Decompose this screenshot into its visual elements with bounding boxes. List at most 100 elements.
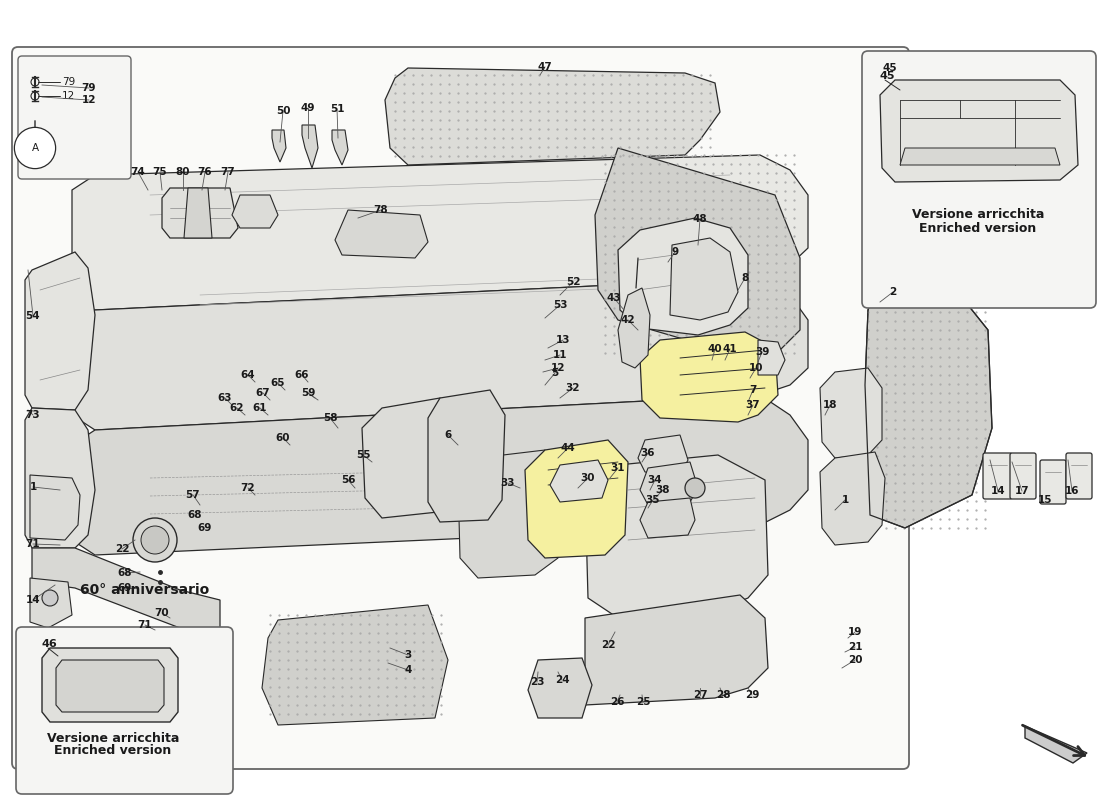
Text: 63: 63: [218, 393, 232, 403]
Text: 33: 33: [500, 478, 515, 488]
Text: 20: 20: [848, 655, 862, 665]
Text: 25: 25: [636, 697, 650, 707]
FancyBboxPatch shape: [983, 453, 1012, 499]
Polygon shape: [550, 460, 608, 502]
Polygon shape: [900, 148, 1060, 165]
Text: Versione arricchita: Versione arricchita: [912, 209, 1044, 222]
Text: 46: 46: [42, 639, 57, 649]
Text: 21: 21: [848, 642, 862, 652]
Text: 40: 40: [707, 344, 723, 354]
Text: 8: 8: [741, 273, 749, 283]
Text: 50: 50: [276, 106, 290, 116]
Text: 19: 19: [848, 627, 862, 637]
Text: 53: 53: [552, 300, 568, 310]
Text: 27: 27: [693, 690, 707, 700]
Circle shape: [42, 590, 58, 606]
Text: 41: 41: [723, 344, 737, 354]
Text: 5: 5: [551, 368, 559, 378]
Polygon shape: [25, 252, 95, 410]
Text: 64: 64: [241, 370, 255, 380]
Circle shape: [133, 518, 177, 562]
Text: 72: 72: [241, 483, 255, 493]
Text: 65: 65: [271, 378, 285, 388]
Text: 4: 4: [405, 665, 411, 675]
Text: 35: 35: [646, 495, 660, 505]
Polygon shape: [72, 278, 808, 430]
Text: 2: 2: [890, 287, 896, 297]
Text: 34: 34: [648, 475, 662, 485]
Polygon shape: [302, 125, 318, 168]
Text: 14: 14: [991, 486, 1005, 496]
Text: a passion for...: a passion for...: [233, 467, 626, 513]
Text: 11: 11: [552, 350, 568, 360]
FancyBboxPatch shape: [1010, 453, 1036, 499]
Text: 3: 3: [405, 650, 411, 660]
Polygon shape: [528, 658, 592, 718]
Text: 45: 45: [882, 63, 898, 73]
Text: 60: 60: [276, 433, 290, 443]
Polygon shape: [1025, 726, 1087, 763]
Polygon shape: [428, 390, 505, 522]
Polygon shape: [640, 332, 778, 422]
Polygon shape: [336, 210, 428, 258]
Polygon shape: [385, 68, 720, 165]
Polygon shape: [640, 462, 698, 505]
Circle shape: [141, 526, 169, 554]
Circle shape: [685, 478, 705, 498]
Text: 54: 54: [25, 311, 41, 321]
Text: 6: 6: [444, 430, 452, 440]
Polygon shape: [585, 455, 768, 618]
Text: 38: 38: [656, 485, 670, 495]
Text: 69: 69: [118, 583, 132, 593]
Text: 16: 16: [1065, 486, 1079, 496]
Text: 78: 78: [374, 205, 388, 215]
Text: 14: 14: [25, 595, 41, 605]
Text: 68: 68: [188, 510, 202, 520]
Polygon shape: [32, 548, 220, 635]
Text: 48: 48: [693, 214, 707, 224]
Text: 57: 57: [186, 490, 200, 500]
Polygon shape: [25, 408, 95, 548]
Polygon shape: [72, 155, 808, 310]
Text: 17: 17: [1014, 486, 1030, 496]
Text: 75: 75: [153, 167, 167, 177]
Text: 60° anniversario: 60° anniversario: [80, 583, 209, 597]
FancyBboxPatch shape: [1040, 460, 1066, 504]
Text: 28: 28: [716, 690, 730, 700]
Polygon shape: [670, 238, 738, 320]
Text: 23: 23: [530, 677, 544, 687]
Text: 26: 26: [609, 697, 625, 707]
Text: 42: 42: [620, 315, 636, 325]
FancyBboxPatch shape: [1066, 453, 1092, 499]
Text: 47: 47: [538, 62, 552, 72]
Text: 24: 24: [554, 675, 570, 685]
Polygon shape: [595, 148, 800, 360]
Text: 36: 36: [640, 448, 656, 458]
Polygon shape: [880, 80, 1078, 182]
Text: 79: 79: [62, 77, 75, 87]
Text: 29: 29: [745, 690, 759, 700]
Polygon shape: [865, 278, 992, 528]
Text: 12: 12: [62, 91, 75, 101]
Polygon shape: [638, 435, 688, 475]
Text: 61: 61: [253, 403, 267, 413]
FancyBboxPatch shape: [862, 51, 1096, 308]
Polygon shape: [525, 440, 628, 558]
Polygon shape: [820, 368, 882, 458]
Text: 10: 10: [749, 363, 763, 373]
Text: 22: 22: [114, 544, 130, 554]
Text: 79: 79: [81, 83, 97, 93]
Polygon shape: [232, 195, 278, 228]
Text: 49: 49: [300, 103, 316, 113]
Text: 67: 67: [255, 388, 271, 398]
Text: 80: 80: [176, 167, 190, 177]
Text: 7: 7: [749, 385, 757, 395]
Polygon shape: [72, 395, 808, 555]
Text: 71: 71: [138, 620, 152, 630]
Text: 73: 73: [25, 410, 41, 420]
Text: 74: 74: [131, 167, 145, 177]
Text: 43: 43: [607, 293, 621, 303]
Text: 44: 44: [561, 443, 575, 453]
Polygon shape: [30, 475, 80, 540]
Text: Enriched version: Enriched version: [54, 745, 172, 758]
